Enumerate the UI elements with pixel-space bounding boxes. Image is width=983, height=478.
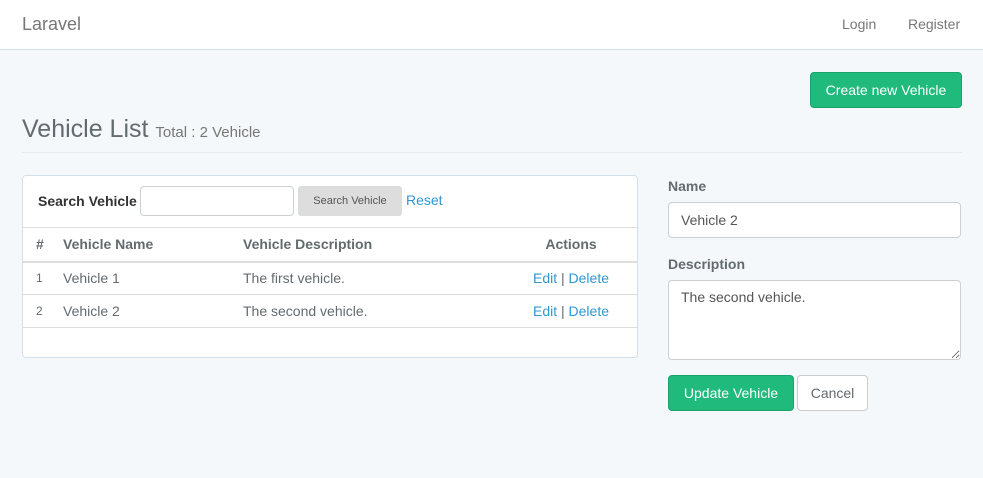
vehicle-table: # Vehicle Name Vehicle Description Actio…	[23, 227, 637, 328]
page-title-text: Vehicle List	[22, 115, 149, 143]
column-header: Actions	[505, 227, 637, 263]
cancel-button[interactable]: Cancel	[797, 375, 868, 411]
delete-link[interactable]: Delete	[568, 270, 609, 287]
vehicle-list-panel: Search Vehicle Search Vehicle Reset # Ve…	[22, 175, 638, 358]
edit-link[interactable]: Edit	[532, 270, 558, 287]
column-header: Vehicle Description	[235, 227, 505, 263]
search-label: Search Vehicle	[38, 193, 137, 209]
row-number: 1	[23, 261, 55, 295]
vehicle-description: The second vehicle.	[235, 294, 505, 328]
reset-link[interactable]: Reset	[406, 192, 443, 208]
divider	[22, 152, 962, 153]
row-actions: Edit | Delete	[505, 294, 637, 328]
name-input[interactable]	[668, 202, 961, 238]
page-title: Vehicle List Total : 2 Vehicle	[22, 115, 261, 144]
table-header: # Vehicle Name Vehicle Description Actio…	[23, 227, 637, 263]
description-textarea[interactable]: The second vehicle.	[668, 280, 961, 360]
vehicle-name: Vehicle 2	[55, 294, 235, 328]
row-number: 2	[23, 294, 55, 328]
search-input[interactable]	[140, 186, 294, 216]
row-actions: Edit | Delete	[505, 261, 637, 295]
delete-link[interactable]: Delete	[568, 303, 609, 319]
separator: |	[561, 303, 565, 319]
edit-link[interactable]: Edit	[532, 303, 558, 319]
separator: |	[561, 270, 565, 287]
update-vehicle-button[interactable]: Update Vehicle	[668, 375, 794, 411]
navbar: Laravel Login Register	[0, 0, 983, 50]
column-header: #	[23, 227, 55, 263]
search-button[interactable]: Search Vehicle	[298, 186, 402, 216]
table-row: 1 Vehicle 1 The first vehicle. Edit | De…	[23, 261, 637, 295]
column-header: Vehicle Name	[55, 227, 235, 263]
login-link[interactable]: Login	[842, 16, 877, 32]
table-row: 2 Vehicle 2 The second vehicle. Edit | D…	[23, 294, 637, 328]
description-label: Description	[668, 256, 746, 272]
create-vehicle-button[interactable]: Create new Vehicle	[810, 72, 962, 108]
vehicle-description: The first vehicle.	[235, 261, 505, 295]
vehicle-name: Vehicle 1	[55, 261, 235, 295]
brand-link[interactable]: Laravel	[22, 14, 82, 34]
name-label: Name	[668, 178, 707, 194]
total-count: Total : 2 Vehicle	[155, 124, 261, 141]
register-link[interactable]: Register	[908, 16, 961, 32]
